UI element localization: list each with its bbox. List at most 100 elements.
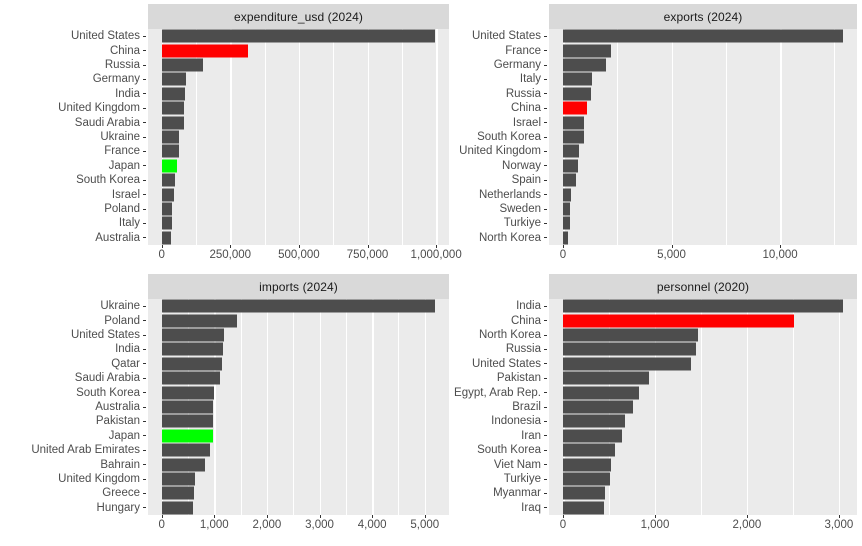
bar-japan — [161, 429, 213, 443]
bar-row-south-korea — [148, 385, 449, 400]
strip-title-personnel: personnel (2020) — [549, 274, 857, 299]
bar-united-states — [161, 328, 225, 342]
x-tick-mark-4-000 — [372, 515, 374, 518]
x-tick-mark-3-000 — [319, 515, 321, 518]
x-tick-label-10-000: 10,000 — [762, 249, 798, 261]
bar-united-kingdom — [161, 472, 196, 486]
bar-united-states — [563, 357, 691, 371]
bar-bahrain — [161, 458, 206, 472]
gridline-major — [654, 299, 657, 515]
ylabel-row-united-arab-emirates: United Arab Emirates — [0, 443, 148, 457]
bar-row-russia — [148, 58, 449, 72]
gridline-minor — [264, 29, 266, 245]
x-tick-label-3-000: 3,000 — [305, 519, 334, 531]
ylabel-china: China — [510, 102, 541, 115]
bar-row-greece — [148, 486, 449, 500]
bar-israel — [563, 116, 585, 130]
bar-row-china — [148, 43, 449, 58]
y-tick-mark — [544, 320, 547, 322]
ylabel-row-poland: Poland — [0, 313, 148, 327]
ylabel-row-india: India — [0, 342, 148, 356]
x-tick-label-0: 0 — [158, 519, 165, 531]
y-tick-mark — [544, 363, 547, 365]
y-tick-mark — [544, 406, 547, 408]
y-tick-mark — [143, 165, 146, 167]
bar-myanmar — [563, 486, 605, 500]
ylabel-row-russia: Russia — [449, 87, 549, 101]
bar-israel — [161, 188, 175, 202]
bar-italy — [161, 216, 173, 230]
bar-row-poland — [148, 313, 449, 328]
y-tick-mark — [544, 377, 547, 379]
ylabel-united-states: United States — [471, 357, 541, 370]
x-tick-label-750-000: 750,000 — [346, 249, 389, 261]
ylabel-row-united-kingdom: United Kingdom — [0, 472, 148, 486]
ylabel-united-arab-emirates: United Arab Emirates — [31, 444, 140, 457]
bar-india — [161, 87, 186, 101]
bar-japan — [161, 159, 177, 173]
x-tick-label-1-000: 1,000 — [640, 519, 670, 531]
bar-netherlands — [563, 188, 571, 202]
y-tick-mark — [143, 363, 146, 365]
ylabel-row-united-kingdom: United Kingdom — [0, 101, 148, 115]
y-tick-mark — [544, 507, 547, 509]
bar-pakistan — [563, 371, 649, 385]
bar-russia — [563, 342, 697, 356]
x-tick-mark-10-000 — [780, 245, 782, 248]
ylabel-row-brazil: Brazil — [449, 400, 549, 414]
ylabel-israel: Israel — [512, 116, 541, 129]
bar-ukraine — [161, 299, 436, 313]
y-tick-mark — [544, 194, 547, 196]
y-tick-mark — [143, 222, 146, 224]
x-axis-personnel: 0 1,000 2,000 3,000 — [549, 515, 857, 536]
gridline-minor — [834, 29, 836, 245]
bar-iraq — [563, 501, 605, 515]
facet-exports: exports (2024) United States France Germany… — [449, 4, 857, 266]
ylabel-row-china: China — [449, 101, 549, 115]
bar-row-russia — [549, 342, 857, 356]
bar-row-united-kingdom — [148, 101, 449, 115]
ylabel-row-israel: Israel — [0, 187, 148, 201]
gridline-major — [838, 299, 841, 515]
y-tick-mark — [143, 194, 146, 196]
ylabel-russia: Russia — [505, 87, 541, 100]
ylabel-australia: Australia — [95, 401, 140, 414]
y-axis-expenditure-usd: United States China Russia Germany India Unit… — [0, 29, 148, 245]
y-tick-mark — [143, 320, 146, 322]
ylabel-row-germany: Germany — [0, 72, 148, 86]
gridline-minor — [345, 299, 347, 515]
ylabel-united-states: United States — [471, 30, 541, 43]
x-tick-label-500-000: 500,000 — [278, 249, 320, 261]
bars-exports — [549, 29, 857, 245]
x-tick-label-1-000-000: 1,000,000 — [410, 249, 462, 261]
ylabel-row-saudi-arabia: Saudi Arabia — [0, 115, 148, 129]
ylabel-row-italy: Italy — [449, 72, 549, 86]
x-tick-mark-250-000 — [230, 245, 232, 248]
ylabel-turkiye: Turkiye — [503, 217, 541, 230]
bar-south-korea — [563, 443, 616, 457]
ylabel-row-germany: Germany — [449, 58, 549, 72]
x-tick-mark-750-000 — [367, 245, 369, 248]
x-tick-mark-0 — [161, 245, 163, 248]
ylabel-iran: Iran — [521, 429, 541, 442]
bar-italy — [563, 72, 592, 86]
bar-row-sweden — [549, 202, 857, 216]
facet-personnel: personnel (2020) India China North Korea Rus… — [449, 274, 857, 536]
ylabel-row-norway: Norway — [449, 159, 549, 173]
bar-row-united-kingdom — [549, 144, 857, 158]
bar-china — [563, 101, 587, 115]
ylabel-row-viet-nam: Viet Nam — [449, 457, 549, 471]
bar-south-korea — [563, 130, 584, 144]
panel-imports — [148, 299, 449, 515]
ylabel-north-korea: North Korea — [478, 329, 541, 342]
bar-row-iran — [549, 429, 857, 443]
x-axis-exports: 0 5,000 10,000 — [549, 245, 857, 266]
x-tick-mark-0 — [563, 245, 564, 248]
ylabel-row-japan: Japan — [0, 159, 148, 173]
ylabel-france: France — [505, 44, 541, 57]
bar-france — [161, 144, 180, 158]
ylabel-pakistan: Pakistan — [496, 372, 541, 385]
bar-row-bahrain — [148, 457, 449, 472]
y-tick-mark — [143, 78, 146, 80]
strip-title-expenditure-usd: expenditure_usd (2024) — [148, 4, 449, 29]
